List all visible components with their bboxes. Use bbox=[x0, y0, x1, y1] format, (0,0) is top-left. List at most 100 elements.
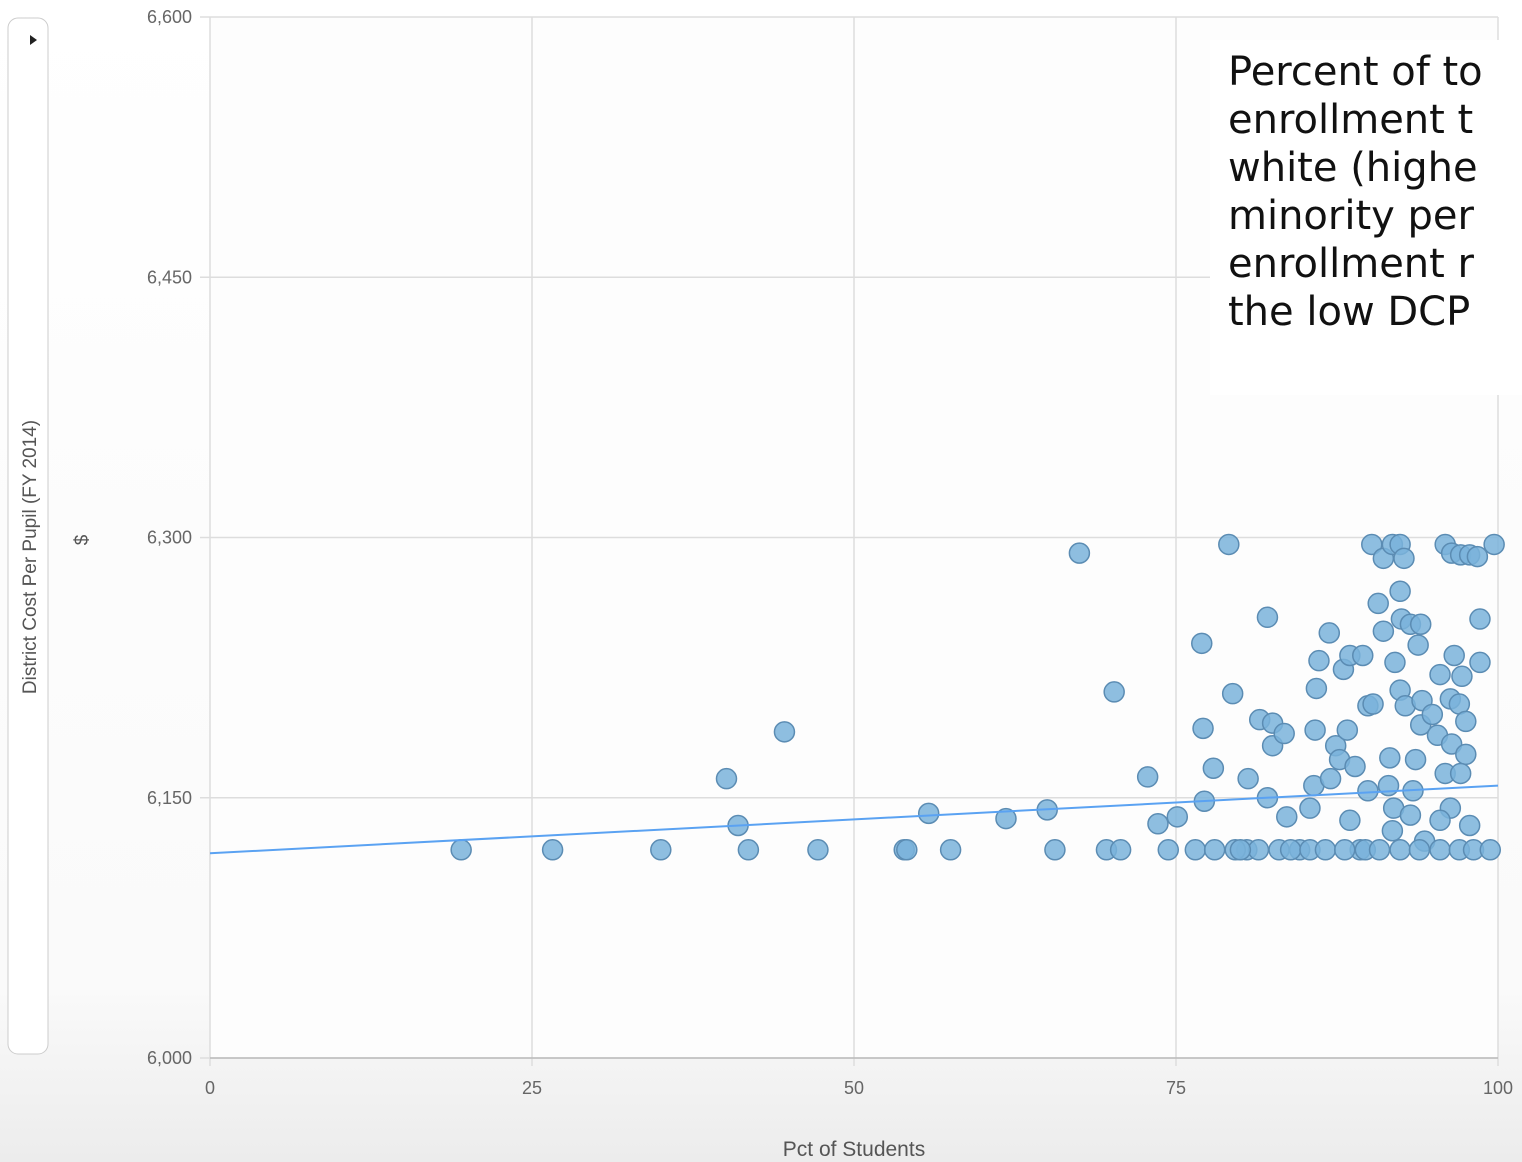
point bbox=[1372, 620, 1395, 642]
annotation-line: the low DCP bbox=[1228, 289, 1470, 335]
point bbox=[1192, 717, 1214, 740]
point bbox=[1319, 767, 1342, 790]
point bbox=[541, 839, 564, 861]
point bbox=[1404, 748, 1427, 771]
point bbox=[1157, 839, 1180, 861]
point bbox=[1451, 665, 1473, 688]
point bbox=[1429, 809, 1451, 832]
y-tick-label: 6,450 bbox=[147, 267, 192, 287]
point bbox=[1449, 762, 1472, 785]
x-tick-label: 50 bbox=[844, 1078, 864, 1098]
y-tick-label: 6,150 bbox=[147, 788, 192, 808]
annotation-line: enrollment t bbox=[1228, 97, 1473, 143]
point bbox=[1455, 710, 1477, 733]
annotation-line: enrollment r bbox=[1228, 241, 1475, 287]
point bbox=[1469, 651, 1491, 674]
point bbox=[1455, 743, 1477, 766]
point bbox=[917, 802, 940, 825]
point bbox=[773, 721, 796, 743]
point bbox=[1368, 839, 1391, 861]
point bbox=[1202, 757, 1225, 780]
side-panel[interactable] bbox=[7, 17, 49, 1055]
point bbox=[1256, 606, 1279, 629]
point bbox=[1068, 542, 1091, 564]
annotation-line: Percent of to bbox=[1228, 49, 1483, 95]
point bbox=[1147, 813, 1169, 835]
x-tick-label: 25 bbox=[522, 1078, 542, 1098]
point bbox=[1109, 839, 1132, 861]
x-tick-label: 0 bbox=[205, 1078, 215, 1098]
point bbox=[1273, 722, 1295, 745]
point bbox=[995, 807, 1017, 830]
x-tick-label: 75 bbox=[1166, 1078, 1186, 1098]
point bbox=[1318, 622, 1341, 644]
point bbox=[1221, 682, 1244, 705]
point bbox=[1458, 814, 1481, 837]
point bbox=[1443, 644, 1465, 667]
point bbox=[1389, 580, 1411, 603]
x-axis-title: Pct of Students bbox=[783, 1138, 925, 1161]
point bbox=[1379, 747, 1401, 769]
point bbox=[1305, 677, 1328, 700]
point bbox=[715, 767, 738, 790]
point bbox=[1421, 703, 1444, 726]
point bbox=[896, 839, 918, 861]
point bbox=[1408, 839, 1431, 861]
point bbox=[1103, 681, 1125, 703]
point bbox=[1384, 651, 1406, 674]
point bbox=[1409, 613, 1432, 635]
point bbox=[807, 839, 829, 861]
point bbox=[1407, 634, 1429, 656]
point bbox=[1276, 806, 1298, 828]
y-tick-label: 6,000 bbox=[147, 1048, 192, 1068]
point bbox=[650, 839, 672, 861]
y-tick-label: 6,600 bbox=[147, 7, 192, 27]
annotation-line: minority per bbox=[1228, 193, 1475, 239]
point bbox=[1044, 839, 1066, 861]
point bbox=[450, 839, 472, 861]
point bbox=[1203, 839, 1226, 861]
point bbox=[1229, 839, 1252, 861]
point bbox=[1399, 804, 1422, 826]
point bbox=[1367, 592, 1389, 615]
y-axis-title: District Cost Per Pupil (FY 2014) bbox=[20, 420, 41, 694]
point bbox=[1352, 644, 1374, 667]
point bbox=[1357, 780, 1379, 802]
annotation-line: white (highe bbox=[1228, 145, 1478, 191]
point bbox=[1166, 806, 1189, 828]
annotation-box bbox=[1210, 40, 1522, 395]
point bbox=[1479, 839, 1502, 861]
point bbox=[1218, 533, 1240, 556]
point bbox=[1339, 809, 1361, 832]
point bbox=[1247, 839, 1270, 861]
expand-arrow[interactable] bbox=[30, 35, 37, 45]
trend-line bbox=[209, 784, 1499, 855]
point bbox=[1136, 766, 1159, 788]
point bbox=[1336, 719, 1359, 741]
point bbox=[1466, 545, 1489, 568]
point bbox=[1469, 608, 1491, 630]
point bbox=[939, 839, 962, 861]
point bbox=[1279, 839, 1302, 861]
point bbox=[1429, 663, 1451, 686]
point bbox=[1314, 839, 1337, 861]
point bbox=[1381, 819, 1404, 842]
point bbox=[1237, 767, 1259, 790]
point bbox=[1308, 649, 1330, 672]
y-tick-label: 6,300 bbox=[147, 528, 192, 548]
point bbox=[1429, 839, 1451, 861]
point bbox=[1299, 797, 1321, 819]
point bbox=[737, 839, 760, 861]
point bbox=[1393, 547, 1415, 570]
point bbox=[1362, 693, 1384, 715]
point bbox=[1304, 719, 1326, 741]
y-axis-unit: $ bbox=[72, 534, 93, 545]
point bbox=[1184, 839, 1207, 861]
point bbox=[1389, 839, 1411, 861]
x-tick-label: 100 bbox=[1483, 1078, 1513, 1098]
point bbox=[1483, 533, 1505, 556]
point bbox=[1344, 755, 1366, 778]
